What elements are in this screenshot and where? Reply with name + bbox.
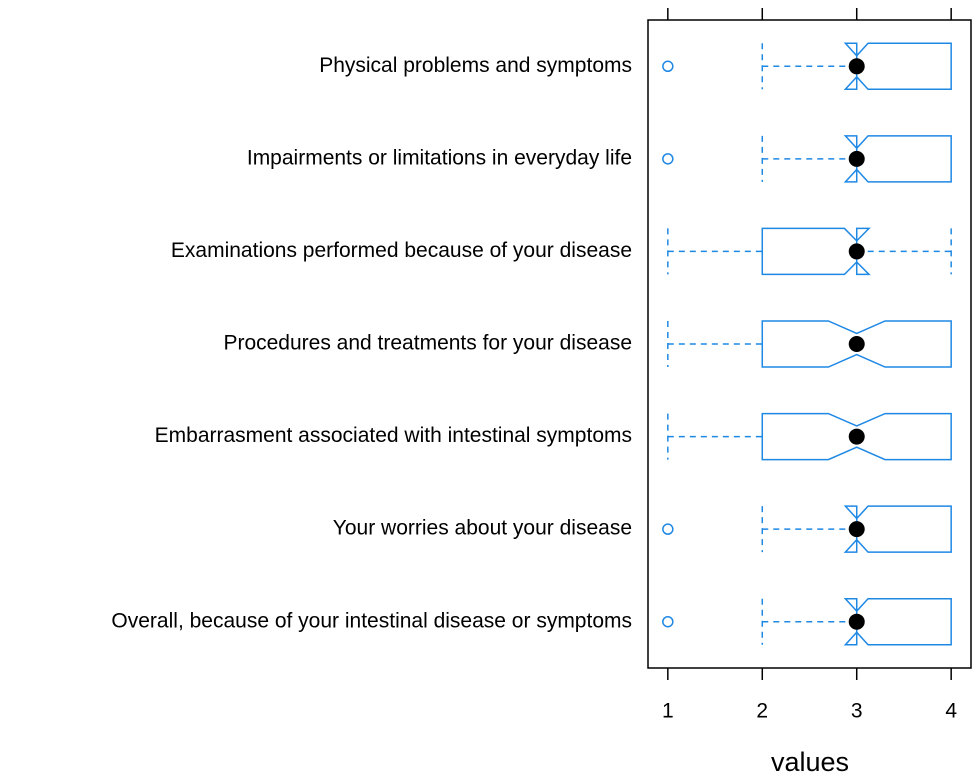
median-dot [848, 521, 865, 538]
notched-box [761, 412, 952, 461]
outlier [662, 60, 674, 73]
median-dot [848, 150, 865, 167]
category-label: Physical problems and symptoms [319, 54, 632, 77]
category-label: Impairments or limitations in everyday l… [247, 146, 632, 169]
category-label: Your worries about your disease [333, 517, 632, 540]
category-label: Embarrasment associated with intestinal … [155, 424, 632, 447]
notched-box [843, 135, 952, 183]
x-tick-label: 2 [756, 700, 768, 723]
category-label: Examinations performed because of your d… [171, 239, 632, 262]
plot-frame [647, 19, 972, 669]
x-axis-label: values [771, 747, 849, 777]
category-label: Procedures and treatments for your disea… [223, 332, 632, 355]
category-label: Overall, because of your intestinal dise… [111, 609, 632, 632]
x-tick-label: 4 [945, 700, 957, 723]
median-dot [848, 243, 865, 260]
outlier [662, 615, 674, 628]
x-tick-label: 3 [851, 700, 863, 723]
median-dot [848, 613, 865, 630]
outlier [662, 153, 674, 165]
notched-box [843, 505, 952, 553]
notched-box [843, 597, 952, 646]
notched-box [843, 42, 952, 91]
median-dot [848, 428, 865, 445]
median-dot [848, 58, 865, 75]
outlier [662, 523, 674, 535]
notched-box [761, 320, 952, 368]
x-tick-label: 1 [662, 700, 674, 723]
median-dot [848, 336, 865, 352]
notched-box [761, 227, 871, 276]
